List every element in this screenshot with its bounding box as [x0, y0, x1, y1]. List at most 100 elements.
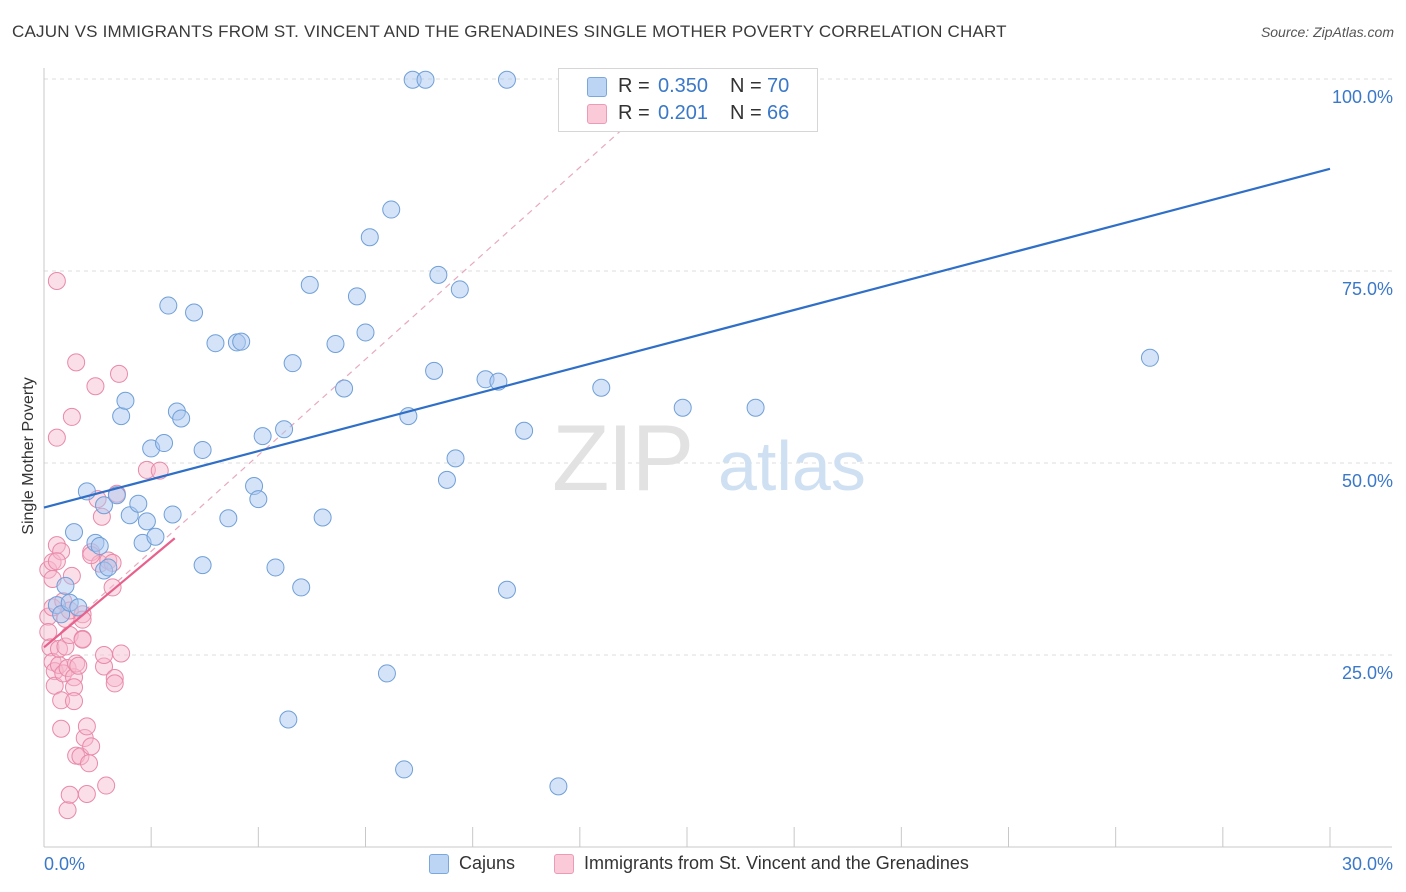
data-point-cajun [56, 576, 75, 595]
data-point-immigrants [82, 737, 101, 756]
data-point-immigrants [110, 364, 129, 383]
data-point-immigrants [95, 646, 114, 664]
data-point-immigrants [86, 377, 105, 396]
data-point-immigrants [67, 353, 86, 372]
data-point-cajun [112, 407, 131, 426]
watermark: ZIP atlas [552, 405, 866, 510]
data-point-cajun [99, 558, 118, 577]
data-point-cajun [253, 427, 272, 446]
x-tick-label: 0.0% [44, 854, 85, 874]
n-label: N = [730, 102, 762, 124]
data-point-cajun [437, 470, 456, 489]
legend-label: Immigrants from St. Vincent and the Gren… [584, 853, 969, 873]
data-point-immigrants [58, 801, 77, 820]
data-point-cajun [146, 527, 165, 546]
data-point-immigrants [52, 719, 71, 738]
data-point-immigrants [52, 691, 71, 710]
data-point-cajun [159, 296, 178, 315]
y-tick-label: 25.0% [1342, 663, 1393, 683]
data-point-cajun [1140, 348, 1159, 367]
r-label: R = [618, 102, 650, 124]
data-point-cajun [377, 664, 396, 683]
immigrant-swatch [587, 104, 607, 124]
data-point-immigrants [47, 271, 66, 290]
data-point-cajun [90, 536, 109, 555]
trend-extended [43, 78, 679, 648]
cajun-swatch [429, 854, 449, 874]
tick-labels: 25.0% 50.0% 75.0% 100.0% 0.0% 30.0% [44, 87, 1393, 874]
data-point-immigrants [69, 656, 88, 675]
data-point-cajun [163, 505, 182, 524]
data-point-cajun [326, 334, 345, 353]
data-point-cajun [69, 598, 88, 617]
immigrant-swatch [554, 854, 574, 874]
data-point-immigrants [58, 659, 77, 678]
data-point-cajun [206, 334, 225, 353]
data-point-cajun [347, 287, 366, 306]
data-point-immigrants [77, 785, 96, 804]
data-point-cajun [497, 580, 516, 599]
data-point-immigrants [80, 754, 99, 773]
data-point-cajun [673, 398, 692, 417]
data-point-immigrants [52, 542, 71, 561]
data-point-immigrants [47, 428, 66, 447]
data-point-immigrants [67, 654, 86, 673]
data-point-immigrants [56, 637, 75, 656]
trend-line-cajuns [43, 167, 1331, 509]
data-point-immigrants [77, 717, 96, 736]
points-immigrants [39, 271, 169, 820]
watermark-atlas: atlas [718, 427, 866, 505]
chart-title: CAJUN VS IMMIGRANTS FROM ST. VINCENT AND… [12, 22, 1007, 41]
n-value: 70 [767, 75, 790, 97]
data-point-immigrants [39, 622, 58, 641]
data-point-cajun [549, 777, 568, 796]
data-point-cajun [283, 354, 302, 373]
data-point-cajun [232, 332, 251, 351]
data-point-cajun [450, 280, 469, 299]
r-value: 0.201 [658, 102, 709, 124]
data-point-cajun [356, 323, 375, 342]
data-point-cajun [335, 379, 354, 398]
data-point-cajun [266, 558, 285, 577]
data-point-cajun [497, 70, 516, 89]
data-point-cajun [382, 200, 401, 219]
data-point-immigrants [62, 407, 81, 426]
data-point-cajun [185, 303, 204, 322]
data-point-cajun [155, 434, 174, 453]
data-point-immigrants [112, 644, 131, 663]
legend-label: Cajuns [459, 853, 516, 873]
data-point-cajun [249, 490, 268, 509]
data-point-cajun [300, 275, 319, 294]
data-point-immigrants [97, 776, 116, 795]
stats-box: R = 0.350 N = 70 R = 0.201 N = 66 [558, 68, 818, 132]
n-value: 66 [767, 102, 790, 124]
data-point-cajun [515, 421, 534, 440]
r-label: R = [618, 75, 650, 97]
data-point-immigrants [103, 578, 122, 597]
data-point-immigrants [65, 678, 84, 697]
data-point-immigrants [60, 785, 79, 804]
data-point-immigrants [73, 630, 92, 649]
data-point-cajun [416, 70, 435, 89]
y-axis-label: Single Mother Poverty [20, 377, 37, 534]
data-point-cajun [193, 556, 212, 575]
data-point-immigrants [65, 668, 84, 687]
x-tick-label: 30.0% [1342, 854, 1393, 874]
data-point-cajun [137, 512, 156, 531]
data-point-immigrants [105, 674, 124, 693]
gridlines [44, 78, 1392, 656]
source-credit: Source: ZipAtlas.com [1260, 24, 1394, 40]
data-point-cajun [429, 265, 448, 284]
data-point-cajun [116, 391, 135, 410]
data-point-cajun [193, 440, 212, 459]
data-point-cajun [275, 420, 294, 439]
data-point-cajun [65, 523, 84, 542]
data-point-cajun [95, 496, 114, 515]
y-tick-label: 75.0% [1342, 279, 1393, 299]
data-point-cajun [446, 449, 465, 468]
trend-line-immigrants [43, 537, 176, 649]
watermark-zip: ZIP [552, 405, 692, 510]
data-point-immigrants [137, 460, 156, 479]
data-point-cajun [313, 508, 332, 527]
